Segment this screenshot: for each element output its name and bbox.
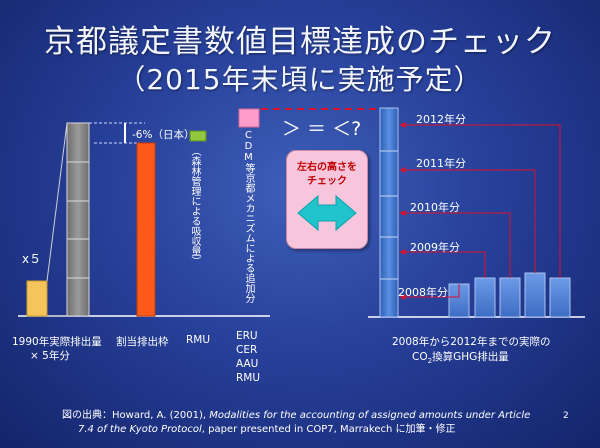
arrow-2009: [399, 249, 486, 278]
citation-line1: 図の出典：Howard, A. (2001), Modalities for t…: [62, 406, 530, 421]
page-title: 京都議定書数値目標達成のチェック: [44, 24, 556, 60]
year-bar-2009: [474, 277, 496, 318]
citation-suffix: , paper presented in COP7, Marrakech に加筆…: [201, 424, 456, 435]
right-caption-line2: CO2換算GHG排出量: [412, 349, 509, 365]
double-arrow-icon: [297, 194, 357, 232]
year-bar-2011: [524, 272, 546, 318]
arrow-2011: [399, 167, 536, 273]
callout-line2: チェック: [307, 176, 347, 187]
citation-prefix: 図の出典：Howard, A. (2001),: [62, 410, 210, 421]
year-label-2009: 2009年分: [410, 241, 460, 254]
base-five-year-stack: [66, 122, 90, 317]
year-label-2012: 2012年分: [416, 113, 466, 126]
assigned-amount-label: 割当排出枠: [116, 336, 169, 348]
credits-block: [238, 108, 260, 128]
year-bar-2012: [549, 277, 571, 318]
page-number: 2: [563, 411, 569, 421]
base-year-bar: [26, 280, 48, 317]
year-bar-2010: [499, 277, 521, 318]
year-label-2010: 2010年分: [410, 201, 460, 214]
callout-arrow-overlay: [297, 194, 357, 232]
callout-line1: 左右の高さを: [297, 162, 357, 173]
arrow-2008: [399, 284, 460, 300]
page-subtitle: （2015年末頃に実施予定）: [117, 63, 483, 96]
reduction-label: -6%（日本）: [132, 129, 195, 141]
rmu-label: RMU: [186, 334, 211, 346]
comparison-operators: ＞ ＝ ＜?: [282, 118, 362, 140]
arrow-2010: [399, 210, 511, 278]
caption-rest: 換算GHG排出量: [432, 351, 509, 363]
right-caption-line1: 2008年から2012年までの実際の: [392, 336, 551, 348]
credit-note: CDM等京都メカニズムによる追加分: [243, 130, 254, 303]
base-bar-sublabel: × 5年分: [30, 350, 70, 362]
year-label-2008: 2008年分: [398, 286, 448, 299]
citation-title1: Modalities for the accounting of assigne…: [209, 410, 531, 421]
credit-type-aau: AAU: [236, 358, 259, 370]
base-bar-label: 1990年実際排出量: [12, 336, 102, 348]
credit-type-eru: ERU: [236, 330, 258, 342]
credit-type-cer: CER: [236, 344, 258, 356]
rmu-block: [189, 130, 207, 142]
credit-type-rmu: RMU: [236, 372, 261, 384]
connector-line: [46, 122, 68, 282]
citation-line2: 7.4 of the Kyoto Protocol, paper present…: [78, 420, 455, 435]
assigned-amount-bar: [136, 142, 156, 317]
caption-sub: 2: [427, 357, 433, 366]
year-label-2011: 2011年分: [416, 157, 466, 170]
actual-emissions-column: [379, 107, 399, 318]
citation-title2: 7.4 of the Kyoto Protocol: [78, 424, 202, 435]
caption-co: CO: [412, 351, 428, 363]
arrow-2012: [399, 122, 561, 278]
check-callout: 左右の高さを チェック: [286, 150, 368, 249]
x5-label: x５: [22, 252, 42, 266]
rmu-note: （森林管理による吸収量）: [189, 146, 200, 266]
